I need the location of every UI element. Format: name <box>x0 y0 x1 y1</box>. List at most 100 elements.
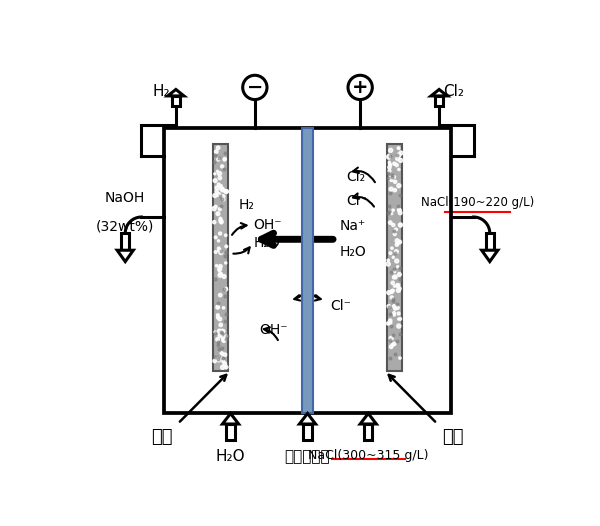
Point <box>218 363 227 371</box>
Text: OH⁻: OH⁻ <box>259 323 287 338</box>
Point <box>217 185 226 193</box>
Point <box>220 149 230 157</box>
Point <box>221 187 230 196</box>
Point <box>220 155 230 163</box>
Point <box>387 288 397 296</box>
Point <box>394 206 404 214</box>
Point <box>209 205 219 213</box>
Point <box>392 304 402 312</box>
Point <box>214 180 223 189</box>
Point <box>394 315 403 323</box>
Point <box>215 271 225 279</box>
Point <box>210 191 220 200</box>
Point <box>395 209 405 217</box>
Point <box>212 355 222 363</box>
Bar <box>226 424 235 440</box>
Point <box>392 151 401 159</box>
Text: H₂O: H₂O <box>340 245 367 259</box>
Point <box>215 291 225 299</box>
Point <box>394 281 403 289</box>
Point <box>216 328 226 336</box>
Point <box>385 319 395 327</box>
Point <box>215 229 225 238</box>
Point <box>210 150 220 159</box>
Point <box>218 192 228 200</box>
Point <box>390 273 400 281</box>
Text: H₂O: H₂O <box>216 449 245 464</box>
Point <box>211 248 220 256</box>
Point <box>213 311 223 319</box>
Point <box>209 157 219 166</box>
Point <box>220 291 230 300</box>
Point <box>385 160 395 169</box>
Point <box>215 215 225 223</box>
Point <box>218 327 228 336</box>
Point <box>388 221 398 229</box>
Point <box>218 327 227 336</box>
Point <box>392 300 402 308</box>
Point <box>215 262 225 270</box>
Point <box>389 173 399 181</box>
Point <box>217 162 227 170</box>
Point <box>219 336 229 345</box>
Point <box>387 209 397 218</box>
Point <box>219 164 229 173</box>
Point <box>394 150 404 159</box>
Point <box>214 338 223 347</box>
Point <box>219 304 229 312</box>
Text: OH⁻: OH⁻ <box>254 218 282 232</box>
Point <box>388 286 398 295</box>
Point <box>211 147 221 156</box>
Point <box>393 262 403 271</box>
Point <box>215 174 224 182</box>
Point <box>386 321 396 330</box>
Point <box>214 154 224 162</box>
Point <box>395 285 404 293</box>
Point <box>218 354 228 362</box>
Point <box>215 351 224 360</box>
Point <box>216 217 226 225</box>
Point <box>217 247 226 255</box>
Point <box>385 167 394 175</box>
Point <box>386 268 395 276</box>
Point <box>216 182 226 190</box>
Point <box>218 357 228 366</box>
Text: H₂: H₂ <box>153 84 170 99</box>
Point <box>215 315 224 323</box>
Point <box>213 209 223 218</box>
Text: +: + <box>352 78 368 97</box>
Point <box>395 354 405 362</box>
Point <box>214 356 224 364</box>
Point <box>221 332 231 340</box>
Point <box>220 360 230 368</box>
Point <box>221 285 231 294</box>
Point <box>214 246 224 255</box>
Point <box>384 288 394 297</box>
Bar <box>172 96 180 106</box>
Point <box>221 242 231 251</box>
Point <box>389 302 399 310</box>
Point <box>387 173 397 181</box>
Point <box>215 205 224 214</box>
Point <box>395 315 405 323</box>
Point <box>214 244 224 252</box>
Point <box>390 282 400 290</box>
Point <box>211 275 220 283</box>
Polygon shape <box>223 413 239 424</box>
Point <box>386 334 396 342</box>
Point <box>213 302 223 310</box>
Point <box>383 256 393 265</box>
Point <box>394 181 404 190</box>
Point <box>214 190 224 199</box>
Point <box>217 349 227 358</box>
Point <box>214 155 223 164</box>
Point <box>211 176 220 185</box>
Point <box>392 161 401 169</box>
Bar <box>213 144 228 371</box>
Point <box>219 272 229 281</box>
Point <box>210 328 220 336</box>
Point <box>213 298 223 307</box>
Point <box>393 281 403 290</box>
Point <box>218 329 227 338</box>
Text: Cl₂: Cl₂ <box>346 169 365 184</box>
